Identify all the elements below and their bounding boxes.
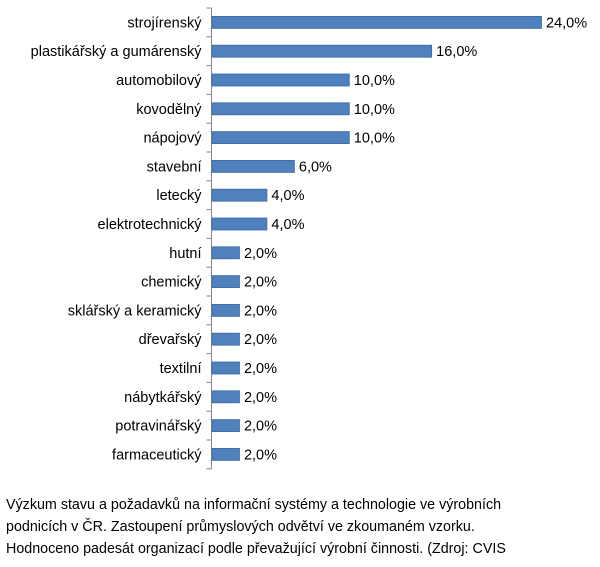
category-label: kovodělný (136, 102, 202, 118)
bar (211, 131, 350, 145)
bar (211, 332, 240, 346)
bar (211, 390, 240, 404)
category-label: chemický (141, 275, 202, 291)
bar (211, 246, 240, 260)
category-label: nápojový (143, 131, 202, 147)
category-label: hutní (169, 246, 201, 262)
bar (211, 303, 240, 317)
bar (211, 419, 240, 433)
chart-caption: Výzkum stavu a požadavků na informační s… (6, 497, 506, 557)
category-label: potravinářský (115, 419, 202, 435)
data-label: 2,0% (244, 275, 277, 291)
data-label: 10,0% (354, 131, 395, 147)
category-label: textilní (160, 361, 202, 377)
data-label: 2,0% (244, 419, 277, 435)
data-label: 2,0% (244, 246, 277, 262)
bar (211, 73, 350, 87)
bar (211, 44, 433, 58)
data-label: 16,0% (436, 44, 477, 60)
bar-chart: strojírenský 24,0% plastikářský a gumárens… (31, 7, 587, 470)
category-label: letecký (156, 188, 202, 204)
data-label: 2,0% (244, 303, 277, 319)
data-label: 10,0% (354, 102, 395, 118)
bar (211, 102, 350, 116)
category-label: nábytkářský (124, 390, 202, 406)
data-label: 4,0% (271, 188, 304, 204)
bar (211, 361, 240, 375)
category-label: dřevařský (139, 332, 203, 348)
bar (211, 15, 542, 29)
category-label: elektrotechnický (98, 217, 203, 233)
bar (211, 188, 268, 202)
category-label: plastikářský a gumárenský (31, 44, 203, 60)
category-label: strojírenský (127, 15, 202, 31)
category-label: automobilový (116, 73, 202, 89)
data-label: 2,0% (244, 390, 277, 406)
bar-chart-svg: strojírenský 24,0% plastikářský a gumárens… (31, 7, 587, 470)
category-label: stavební (147, 159, 202, 175)
data-label: 2,0% (244, 447, 277, 463)
bar (211, 217, 268, 231)
data-label: 10,0% (354, 73, 395, 89)
category-label: farmaceutický (112, 447, 202, 463)
data-label: 2,0% (244, 332, 277, 348)
data-label: 4,0% (271, 217, 304, 233)
data-label: 24,0% (546, 15, 587, 31)
bar (211, 159, 295, 173)
data-label: 2,0% (244, 361, 277, 377)
bar (211, 447, 240, 461)
bar (211, 275, 240, 289)
data-label: 6,0% (299, 159, 332, 175)
category-label: sklářský a keramický (68, 303, 202, 319)
